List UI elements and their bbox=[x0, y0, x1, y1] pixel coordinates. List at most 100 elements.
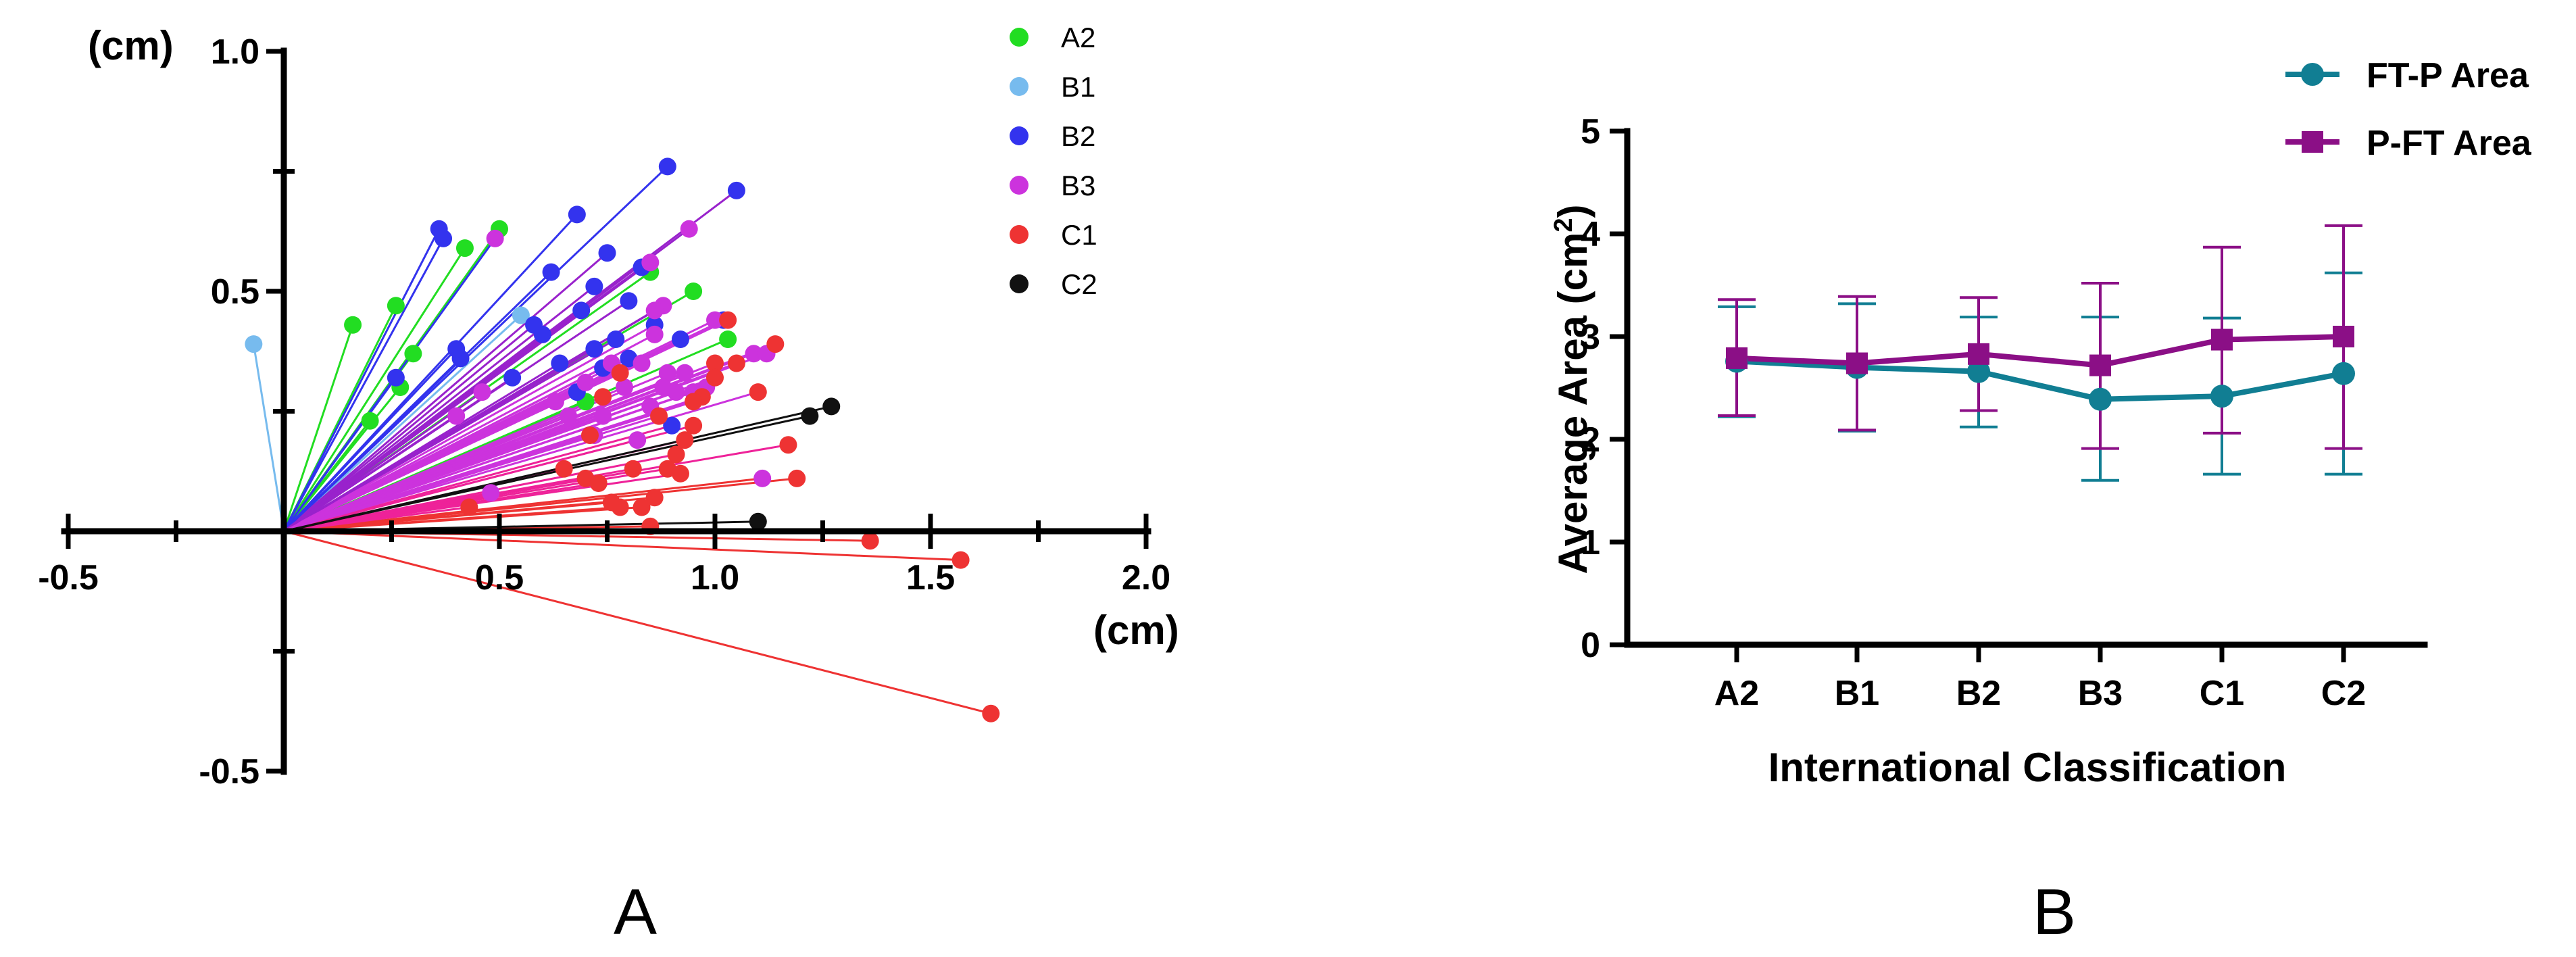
y-tick-label-0: -0.5 bbox=[199, 752, 259, 791]
point-C1-12 bbox=[667, 445, 685, 464]
vector-line-B3-24 bbox=[283, 415, 457, 533]
x-tick-label-3: 1.5 bbox=[906, 558, 955, 597]
point-B2-22 bbox=[671, 330, 689, 348]
point-C1-29 bbox=[580, 426, 599, 444]
point-C1-30 bbox=[594, 388, 612, 406]
panel-b-label: B bbox=[2033, 876, 2076, 948]
point-B3-11 bbox=[676, 364, 694, 382]
point-C1-21 bbox=[633, 498, 651, 516]
point-B3-25 bbox=[658, 364, 676, 382]
point-B3-5 bbox=[745, 345, 763, 363]
point-B3-0 bbox=[486, 229, 504, 247]
legend-marker-C2 bbox=[1010, 274, 1029, 293]
point-C1-22 bbox=[645, 489, 664, 507]
point-B2-3 bbox=[658, 157, 676, 176]
panel-b-x-ticks: A2 B1 B2 B3 C1 C2 bbox=[1714, 645, 2366, 713]
ftp-line bbox=[1736, 358, 2344, 402]
point-C1-10 bbox=[779, 436, 797, 454]
point-B2-17 bbox=[551, 354, 569, 372]
point-B3-1 bbox=[680, 220, 698, 238]
vector-line-B1-0 bbox=[252, 343, 285, 532]
vector-line-B2-1 bbox=[282, 238, 445, 532]
point-B2-16 bbox=[503, 368, 522, 387]
point-C1-23 bbox=[602, 493, 620, 512]
ftp-point-B2 bbox=[1967, 360, 1990, 383]
y-tick-label-1: 1 bbox=[1581, 523, 1600, 562]
point-C1-3 bbox=[706, 354, 724, 372]
panel-a-legend: A2 B1 B2 B3 C1 C2 bbox=[1010, 22, 1097, 300]
legend-label-B2: B2 bbox=[1061, 120, 1095, 152]
point-B2-18 bbox=[585, 340, 603, 358]
x-tick-label-C1: C1 bbox=[2200, 674, 2244, 713]
panel-a-label: A bbox=[614, 876, 657, 948]
panel-a-y-ticks: -0.5 0.5 1.0 bbox=[199, 32, 295, 791]
point-C2-2 bbox=[749, 512, 767, 531]
x-tick-label-B2: B2 bbox=[1956, 674, 2001, 713]
point-C1-14 bbox=[671, 464, 689, 483]
point-B2-19 bbox=[607, 330, 625, 348]
legend-marker-B2 bbox=[1010, 126, 1029, 145]
vector-line-A2-2 bbox=[282, 247, 466, 532]
point-B1-1 bbox=[512, 306, 530, 324]
point-C1-7 bbox=[685, 393, 703, 411]
vector-line-C1-3 bbox=[283, 362, 716, 533]
vector-line-C1-5 bbox=[283, 391, 759, 533]
point-C1-11 bbox=[676, 431, 694, 449]
point-B3-22 bbox=[753, 469, 772, 487]
point-C2-0 bbox=[822, 397, 841, 416]
ftp-point-C1 bbox=[2210, 385, 2233, 408]
panel-a-endpoints bbox=[245, 157, 1000, 722]
point-A2-2 bbox=[455, 239, 474, 257]
legend-label-A2: A2 bbox=[1061, 22, 1095, 53]
point-B2-5 bbox=[598, 244, 616, 262]
point-B2-26 bbox=[663, 416, 681, 435]
vector-line-C1-21 bbox=[283, 506, 642, 533]
vector-line-C1-23 bbox=[283, 501, 612, 533]
panel-b-y-label-sup: 2 bbox=[1550, 218, 1578, 232]
point-B2-6 bbox=[542, 263, 560, 281]
point-B2-12 bbox=[525, 316, 543, 334]
point-C1-0 bbox=[719, 311, 737, 329]
panel-a-x-ticks: -0.5 0.5 1.0 1.5 2.0 bbox=[38, 514, 1170, 597]
x-tick-label-2: 1.0 bbox=[691, 558, 739, 597]
point-B3-4 bbox=[645, 301, 664, 320]
vector-line-B2-14 bbox=[282, 348, 457, 533]
point-C1-2 bbox=[727, 354, 745, 372]
point-B3-21 bbox=[628, 431, 647, 449]
pft-point-C2 bbox=[2333, 326, 2354, 347]
point-C1-1 bbox=[766, 335, 785, 353]
point-B2-14 bbox=[447, 340, 466, 358]
pft-line bbox=[1736, 334, 2344, 368]
panel-a-chart: -0.5 0.5 1.0 1.5 2.0 -0.5 0.5 1.0 (cm) (cm) A2… bbox=[38, 22, 1179, 948]
pft-point-A2 bbox=[1726, 347, 1748, 369]
vector-line-A2-0 bbox=[282, 324, 354, 532]
panel-a-y-axis-label: (cm) bbox=[88, 23, 174, 68]
vector-line-C1-16 bbox=[283, 477, 797, 533]
y-tick-label-0: 0 bbox=[1581, 626, 1600, 665]
point-B3-7 bbox=[706, 311, 724, 329]
point-A2-4 bbox=[404, 345, 422, 363]
point-C1-5 bbox=[749, 383, 767, 401]
point-B2-4 bbox=[727, 181, 745, 199]
point-C1-8 bbox=[650, 407, 668, 425]
vector-line-B3-26 bbox=[283, 391, 694, 533]
vector-line-B2-0 bbox=[282, 228, 441, 532]
vector-line-B2-12 bbox=[283, 324, 535, 533]
pft-point-B1 bbox=[1846, 352, 1868, 374]
legend-label-ftp: FT-P Area bbox=[2367, 56, 2529, 95]
vector-line-C1-17 bbox=[283, 477, 586, 533]
point-A2-8 bbox=[719, 330, 737, 348]
legend-label-pft: P-FT Area bbox=[2367, 124, 2532, 163]
point-B1-0 bbox=[245, 335, 263, 353]
vector-line-B3-0 bbox=[282, 238, 496, 532]
x-tick-label-B1: B1 bbox=[1835, 674, 1879, 713]
point-B3-15 bbox=[473, 383, 491, 401]
point-C1-27 bbox=[951, 551, 970, 569]
legend-marker-B3 bbox=[1010, 176, 1029, 195]
point-B3-24 bbox=[447, 407, 466, 425]
point-B3-28 bbox=[654, 378, 672, 396]
pft-point-B2 bbox=[1968, 343, 1989, 365]
point-B2-10 bbox=[572, 301, 591, 320]
ftp-point-C2 bbox=[2332, 362, 2355, 385]
vector-line-B2-13 bbox=[282, 358, 462, 533]
